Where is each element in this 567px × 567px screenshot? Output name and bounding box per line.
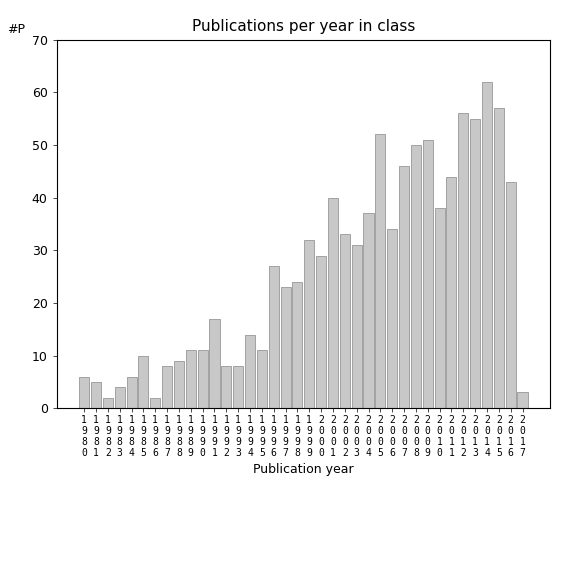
Bar [126, 376, 137, 408]
Bar [518, 392, 527, 408]
Bar [423, 139, 433, 408]
Bar [138, 356, 149, 408]
Bar [209, 319, 219, 408]
Bar [91, 382, 101, 408]
Bar [316, 256, 326, 408]
Bar [363, 213, 374, 408]
Bar [328, 198, 338, 408]
Bar [221, 366, 231, 408]
Bar [115, 387, 125, 408]
Bar [304, 240, 314, 408]
Bar [411, 145, 421, 408]
Bar [293, 282, 302, 408]
Bar [174, 361, 184, 408]
Bar [233, 366, 243, 408]
Bar [446, 176, 456, 408]
Bar [434, 208, 445, 408]
Bar [245, 335, 255, 408]
Bar [506, 182, 516, 408]
Title: Publications per year in class: Publications per year in class [192, 19, 415, 35]
Bar [494, 108, 504, 408]
Bar [352, 245, 362, 408]
Bar [257, 350, 267, 408]
Bar [186, 350, 196, 408]
Bar [375, 134, 386, 408]
Bar [470, 119, 480, 408]
Bar [79, 376, 89, 408]
Bar [150, 397, 160, 408]
X-axis label: Publication year: Publication year [253, 463, 354, 476]
Bar [458, 113, 468, 408]
Bar [281, 287, 291, 408]
Bar [340, 235, 350, 408]
Bar [198, 350, 208, 408]
Text: #P: #P [7, 23, 26, 36]
Bar [162, 366, 172, 408]
Bar [103, 397, 113, 408]
Bar [482, 82, 492, 408]
Bar [269, 266, 279, 408]
Bar [399, 166, 409, 408]
Bar [387, 229, 397, 408]
